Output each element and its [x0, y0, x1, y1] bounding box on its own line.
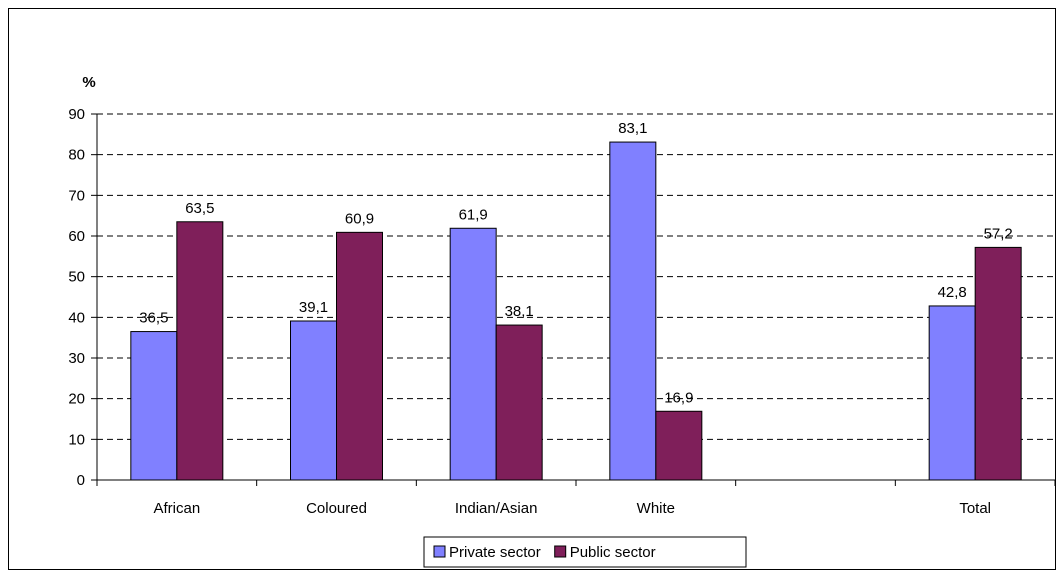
- x-category-label: Indian/Asian: [455, 500, 538, 517]
- y-tick-label: 30: [68, 350, 85, 367]
- chart-svg: 0 10 20 30 40 50 60 70 80 90 African Coloured Indian…: [68, 74, 1055, 568]
- data-label: 39,1: [299, 299, 328, 316]
- x-category-label: White: [637, 500, 675, 517]
- bar-private-sector: [928, 305, 976, 481]
- y-tick-label: 80: [68, 147, 85, 164]
- bar-public-sector: [974, 246, 1022, 481]
- x-category-label: Total: [959, 500, 991, 517]
- data-label: 60,9: [345, 210, 374, 227]
- axes: [91, 113, 1055, 486]
- y-tick-label: 10: [68, 431, 85, 448]
- bar-public-sector: [336, 231, 383, 481]
- bar-private-sector: [609, 141, 657, 481]
- data-label: 61,9: [459, 206, 488, 223]
- y-tick-label: 90: [68, 106, 85, 123]
- legend: Private sector Public sector: [423, 536, 747, 568]
- bar-private-sector: [290, 320, 337, 481]
- bar-private-sector: [449, 227, 497, 481]
- gridlines: [97, 113, 1055, 440]
- legend-swatch: [554, 545, 567, 558]
- x-category-label: Coloured: [306, 500, 367, 517]
- chart-area: 0 10 20 30 40 50 60 70 80 90 African Coloured Indian…: [8, 8, 1056, 570]
- data-label: 16,9: [664, 389, 693, 406]
- data-label: 36,5: [139, 310, 168, 327]
- x-category-label: African: [153, 500, 200, 517]
- data-label: 42,8: [938, 284, 967, 301]
- data-label: 63,5: [185, 200, 214, 217]
- bar-private-sector: [130, 331, 178, 481]
- y-tick-label: 50: [68, 269, 85, 286]
- y-tick-label: 60: [68, 228, 85, 245]
- bar-public-sector: [176, 221, 224, 481]
- y-axis-unit-label: %: [82, 74, 95, 91]
- legend-label: Public sector: [570, 544, 656, 561]
- legend-swatch: [433, 545, 446, 558]
- labels: 0 10 20 30 40 50 60 70 80 90 African Coloured Indian…: [68, 106, 1012, 517]
- data-label: 57,2: [984, 225, 1013, 242]
- y-tick-label: 0: [77, 472, 85, 489]
- bars: [130, 141, 1022, 481]
- y-tick-label: 20: [68, 391, 85, 408]
- legend-box: [423, 536, 747, 568]
- bar-public-sector: [495, 324, 543, 481]
- data-label: 83,1: [618, 120, 647, 137]
- y-tick-label: 40: [68, 309, 85, 326]
- legend-label: Private sector: [449, 544, 541, 561]
- data-label: 38,1: [505, 303, 534, 320]
- y-tick-label: 70: [68, 187, 85, 204]
- bar-public-sector: [655, 410, 703, 481]
